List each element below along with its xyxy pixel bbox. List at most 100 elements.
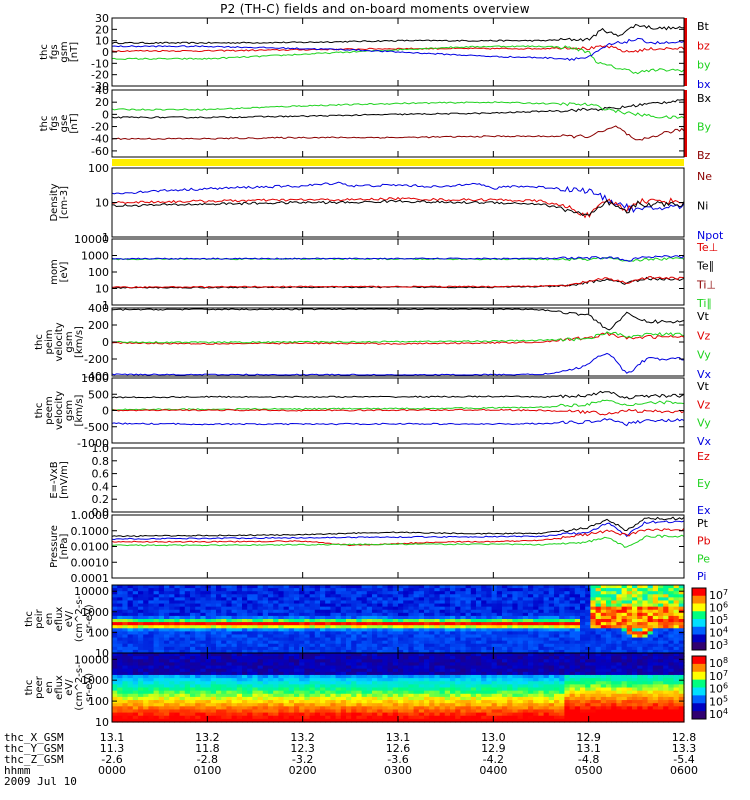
spectrogram-cell xyxy=(455,637,461,642)
spectrogram-cell xyxy=(210,603,217,608)
spectrogram-cell xyxy=(569,693,576,698)
spectrogram-cell xyxy=(418,665,425,670)
spectrogram-cell xyxy=(559,640,565,645)
spectrogram-cell xyxy=(158,696,165,701)
spectrogram-cell xyxy=(512,668,519,673)
spectrogram-cell xyxy=(304,600,311,605)
spectrogram-cell xyxy=(621,684,628,689)
spectrogram-cell xyxy=(143,637,149,642)
spectrogram-cell xyxy=(351,653,357,657)
spectrogram-cell xyxy=(153,668,160,673)
spectrogram-cell xyxy=(169,656,175,660)
spectrogram-cell xyxy=(184,687,191,692)
spectrogram-cell xyxy=(231,678,238,682)
spectrogram-cell xyxy=(496,631,503,636)
spectrogram-cell xyxy=(517,687,524,692)
spectrogram-cell xyxy=(335,656,342,660)
spectrogram-cell xyxy=(663,646,669,651)
spectrogram-cell xyxy=(408,600,415,605)
spectrogram-cell xyxy=(366,594,373,598)
spectrogram-cell xyxy=(455,656,461,660)
spectrogram-cell xyxy=(148,597,155,602)
spectrogram-cell xyxy=(424,718,430,723)
spectrogram-cell xyxy=(335,643,342,648)
spectrogram-cell xyxy=(580,585,586,589)
spectrogram-cell xyxy=(398,690,404,695)
spectrogram-cell xyxy=(231,706,238,711)
spectrogram-cell xyxy=(460,659,467,664)
spectrogram-cell xyxy=(320,681,326,685)
spectrogram-cell xyxy=(413,615,420,620)
spectrogram-cell xyxy=(548,594,555,598)
spectrogram-cell xyxy=(450,700,456,704)
spectrogram-cell xyxy=(273,678,279,682)
spectrogram-cell xyxy=(600,709,607,714)
spectrogram-cell xyxy=(283,615,290,620)
spectrogram-cell xyxy=(569,706,576,711)
spectrogram-cell xyxy=(496,622,503,626)
spectrogram-cell xyxy=(652,631,659,636)
spectrogram-cell xyxy=(361,628,368,632)
spectrogram-cell xyxy=(574,646,581,651)
spectrogram-cell xyxy=(294,615,300,620)
spectrogram-cell xyxy=(268,715,274,720)
spectrogram-cell xyxy=(559,690,565,695)
spectrogram-cell xyxy=(205,628,212,632)
spectrogram-cell xyxy=(231,715,238,720)
spectrogram-cell xyxy=(262,628,269,632)
spectrogram-cell xyxy=(143,603,149,608)
spectrogram-cell xyxy=(528,662,534,667)
spectrogram-cell xyxy=(585,703,591,707)
spectrogram-cell xyxy=(580,634,586,639)
spectrogram-cell xyxy=(403,656,409,660)
spectrogram-cell xyxy=(580,643,586,648)
spectrogram-cell xyxy=(122,591,129,595)
spectrogram-cell xyxy=(538,643,545,648)
spectrogram-cell xyxy=(164,718,170,723)
spectrogram-cell xyxy=(112,693,118,698)
spectrogram-cell xyxy=(356,700,363,704)
spectrogram-cell xyxy=(507,678,513,682)
spectrogram-cell xyxy=(626,609,633,614)
spectrogram-cell xyxy=(476,600,482,605)
spectrogram-cell xyxy=(226,597,233,602)
spectrogram-cell xyxy=(512,715,519,720)
spectrogram-cell xyxy=(231,600,238,605)
spectrogram-cell xyxy=(325,693,331,698)
spectrogram-cell xyxy=(262,625,269,629)
series-Pe xyxy=(111,534,685,548)
spectrogram-cell xyxy=(340,628,347,632)
spectrogram-cell xyxy=(122,668,129,673)
spectrogram-cell xyxy=(387,681,394,685)
spectrogram-cell xyxy=(335,690,342,695)
spectrogram-cell xyxy=(496,612,503,617)
spectrogram-cell xyxy=(236,597,243,602)
spectrogram-cell xyxy=(496,684,503,689)
spectrogram-cell xyxy=(278,637,285,642)
spectrogram-cell xyxy=(377,597,383,602)
spectrogram-cell xyxy=(398,649,404,654)
spectrogram-cell xyxy=(226,709,233,714)
spectrogram-cell xyxy=(242,671,248,676)
spectrogram-cell xyxy=(481,678,487,682)
spectrogram-cell xyxy=(496,668,503,673)
spectrogram-cell xyxy=(325,696,331,701)
spectrogram-cell xyxy=(554,619,560,623)
spectrogram-cell xyxy=(226,703,233,707)
spectrogram-cell xyxy=(143,619,149,623)
spectrogram-cell xyxy=(455,684,461,689)
spectrogram-cell xyxy=(652,594,659,598)
spectrogram-cell xyxy=(512,696,519,701)
spectrogram-cell xyxy=(496,681,503,685)
spectrogram-cell xyxy=(673,646,680,651)
spectrogram-cell xyxy=(190,678,196,682)
spectrogram-cell xyxy=(340,634,347,639)
spectrogram-cell xyxy=(226,662,233,667)
spectrogram-cell xyxy=(283,640,290,645)
spectrogram-cell xyxy=(585,591,591,595)
spectrogram-cell xyxy=(434,653,441,657)
spectrogram-cell xyxy=(122,715,129,720)
spectrogram-cell xyxy=(574,603,581,608)
spectrogram-cell xyxy=(418,696,425,701)
spectrogram-cell xyxy=(351,600,357,605)
